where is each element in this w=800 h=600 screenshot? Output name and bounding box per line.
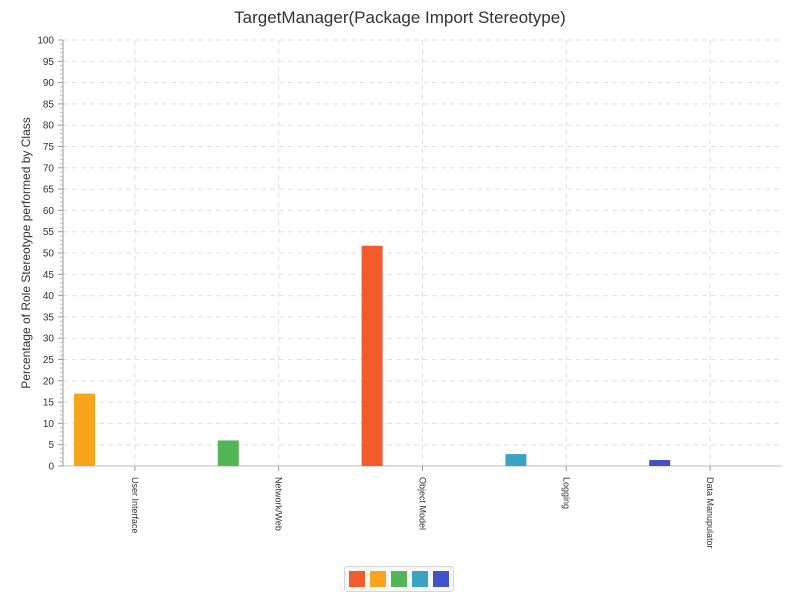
bar[interactable]	[361, 245, 383, 466]
legend	[344, 566, 454, 592]
legend-swatch[interactable]	[349, 571, 365, 587]
x-tick-label: Object Model	[418, 477, 428, 530]
y-tick-label: 40	[43, 291, 55, 302]
y-tick-label: 50	[43, 249, 55, 260]
x-axis-labels: User Interface Network/Web Object Model Log…	[130, 477, 715, 549]
legend-swatch[interactable]	[391, 571, 407, 587]
y-tick-label: 60	[43, 206, 55, 217]
y-tick-label: 15	[43, 398, 55, 409]
y-tick-label: 10	[43, 419, 55, 430]
legend-swatch[interactable]	[433, 571, 449, 587]
y-tick-label: 30	[43, 334, 55, 345]
chart-title: TargetManager(Package Import Stereotype)	[234, 8, 566, 27]
y-tick-label: 20	[43, 376, 55, 387]
bar[interactable]	[74, 393, 95, 466]
y-tick-label: 45	[43, 270, 55, 281]
bars	[74, 245, 671, 466]
x-tick-label: Network/Web	[274, 477, 284, 531]
x-tick-label: User Interface	[130, 477, 140, 534]
legend-swatch[interactable]	[412, 571, 428, 587]
y-tick-label: 65	[43, 185, 55, 196]
bar[interactable]	[649, 460, 671, 466]
bar[interactable]	[217, 440, 239, 466]
grid-lines	[63, 39, 782, 466]
y-tick-label: 55	[43, 227, 55, 238]
y-tick-label: 35	[43, 312, 55, 323]
y-tick-label: 80	[43, 121, 55, 132]
y-tick-label: 0	[48, 462, 54, 473]
legend-swatch[interactable]	[370, 571, 386, 587]
x-tick-label: Data Manupulator	[705, 477, 715, 549]
y-tick-label: 95	[43, 57, 55, 68]
y-axis-ticks: 0 5 10 15 20 25 30 35 40 45 50 55 60 65 70 75 80 85 90 95 10…	[37, 36, 63, 473]
y-tick-label: 75	[43, 142, 55, 153]
y-tick-label: 90	[43, 78, 55, 89]
y-tick-label: 5	[48, 440, 54, 451]
bar[interactable]	[505, 454, 527, 466]
y-tick-label: 70	[43, 163, 55, 174]
y-tick-label: 100	[37, 36, 54, 47]
y-tick-label: 25	[43, 355, 55, 366]
y-tick-label: 85	[43, 99, 55, 110]
y-axis-label: Percentage of Role Stereotype performed …	[19, 117, 33, 388]
x-tick-label: Logging	[561, 477, 571, 509]
